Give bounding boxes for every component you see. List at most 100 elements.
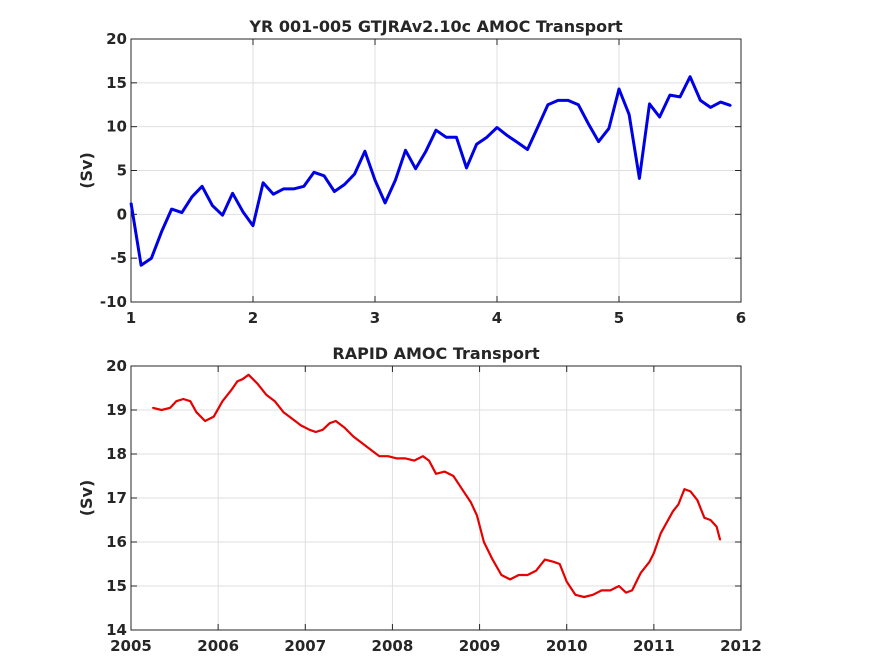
data-point [709, 519, 712, 521]
data-point [565, 580, 568, 583]
data-point [567, 99, 569, 102]
data-point [413, 459, 416, 462]
y-tick-label: 5 [117, 162, 127, 180]
data-point [597, 140, 600, 143]
data-point [221, 214, 224, 217]
data-point [719, 539, 721, 541]
x-tick-label: 2006 [197, 637, 239, 655]
data-point [452, 475, 455, 477]
data-point [175, 400, 178, 403]
data-point [689, 490, 692, 493]
data-point [631, 589, 633, 592]
data-point [526, 148, 529, 151]
x-tick-label: 2007 [284, 637, 326, 655]
y-axis-label: (Sv) [77, 480, 96, 517]
data-point [221, 400, 224, 403]
x-tick-label: 2 [248, 309, 258, 327]
data-point [282, 188, 285, 190]
data-point [583, 596, 585, 598]
data-point [535, 569, 538, 572]
data-point [150, 257, 153, 259]
data-point [500, 574, 503, 576]
data-point [189, 400, 192, 403]
series-line [152, 373, 722, 599]
data-point [465, 167, 468, 169]
data-point [461, 488, 463, 491]
data-point [455, 136, 458, 138]
chart-title: RAPID AMOC Transport [332, 344, 540, 363]
data-point [169, 407, 172, 409]
y-tick-label: 10 [106, 118, 127, 136]
data-point [151, 407, 154, 409]
data-point [730, 104, 732, 107]
data-point [677, 503, 680, 506]
x-tick-label: 4 [492, 309, 502, 327]
y-tick-label: -5 [110, 249, 127, 267]
data-point [476, 514, 478, 517]
data-point [323, 174, 325, 177]
data-point [247, 374, 250, 376]
data-point [384, 202, 386, 204]
y-axis-label: (Sv) [77, 152, 96, 189]
data-point [558, 563, 561, 565]
data-point [443, 470, 446, 473]
data-point [321, 429, 324, 431]
data-point [182, 398, 185, 400]
y-tick-label: 0 [117, 205, 127, 223]
y-tick-label: 15 [106, 577, 127, 595]
data-point [395, 457, 398, 460]
data-point [140, 264, 142, 266]
data-point [195, 411, 198, 414]
data-point [352, 435, 355, 438]
data-point [422, 455, 424, 458]
y-tick-label: 15 [106, 74, 127, 92]
data-point [600, 589, 603, 592]
x-tick-label: 5 [614, 309, 624, 327]
data-point [404, 457, 407, 460]
data-point [516, 141, 519, 144]
data-point [574, 594, 577, 596]
data-point [587, 123, 590, 125]
data-point [242, 210, 244, 213]
y-tick-label: 20 [106, 30, 127, 48]
x-tick-label: 2012 [720, 637, 762, 655]
data-point [204, 420, 206, 422]
data-point [291, 418, 294, 420]
data-point [130, 202, 132, 204]
data-point [625, 591, 627, 594]
data-point [552, 561, 555, 563]
data-point [719, 101, 722, 103]
data-point [689, 75, 691, 78]
data-point [308, 429, 311, 431]
data-point [428, 459, 430, 462]
data-point [592, 594, 594, 596]
data-point [526, 574, 529, 576]
y-tick-label: 17 [106, 489, 127, 507]
data-point [496, 126, 498, 129]
y-tick-label: 14 [106, 621, 127, 639]
data-point [483, 541, 485, 543]
x-tick-label: 2009 [459, 637, 501, 655]
x-tick-label: 2010 [546, 637, 588, 655]
data-point [364, 150, 366, 153]
data-point [160, 231, 163, 233]
data-point [211, 204, 214, 207]
data-point [699, 99, 702, 102]
axes-frame [130, 38, 742, 303]
data-point [334, 420, 337, 422]
x-tick-label: 1 [126, 309, 136, 327]
data-point [669, 94, 671, 96]
data-point [547, 103, 549, 106]
data-point [394, 179, 397, 181]
data-point [404, 149, 407, 152]
data-point [435, 129, 437, 131]
data-point [231, 192, 234, 195]
data-point [387, 455, 389, 458]
data-point [660, 532, 662, 534]
data-point [486, 136, 488, 138]
data-point [536, 126, 539, 129]
data-point [300, 424, 302, 427]
data-point [648, 103, 651, 105]
data-point [577, 103, 580, 106]
